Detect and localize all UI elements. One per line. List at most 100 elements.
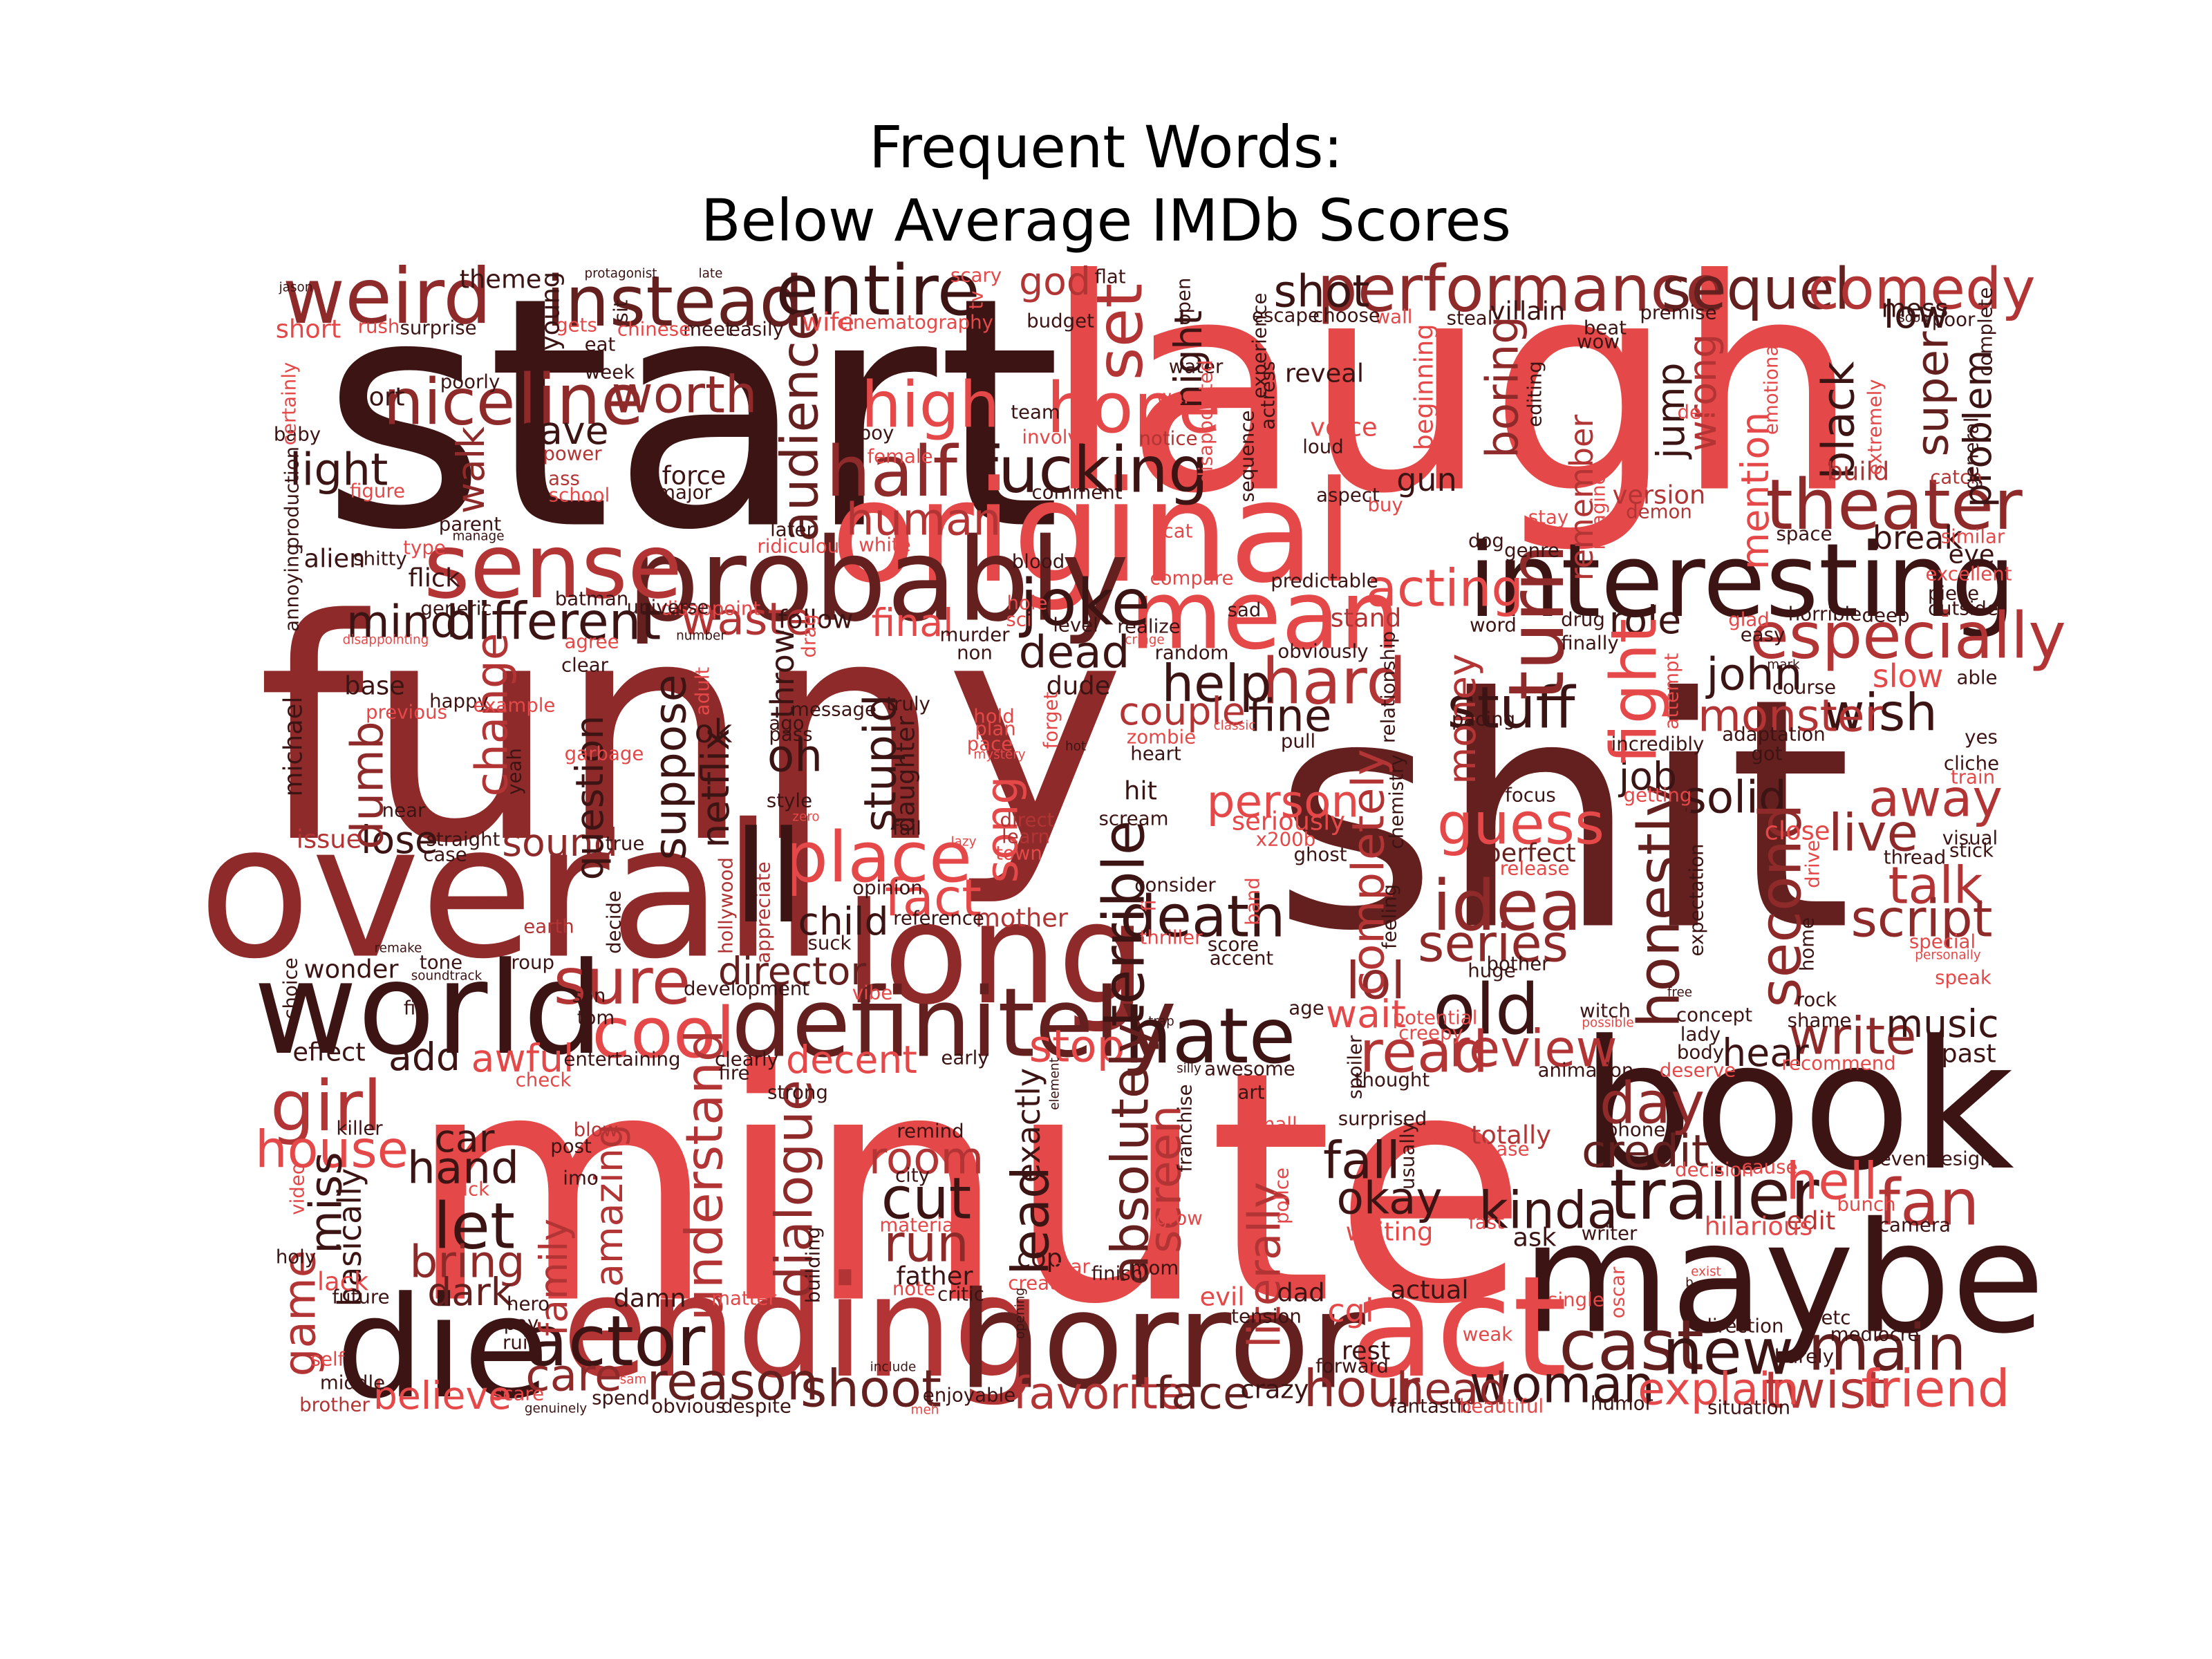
- word-sense: sense: [424, 515, 682, 619]
- word-young: young: [536, 272, 565, 350]
- word-situation: situation: [1707, 1396, 1790, 1419]
- word-team: team: [1011, 401, 1060, 424]
- word-probably: probably: [627, 514, 1130, 648]
- word-hole: hole: [1006, 592, 1047, 615]
- word-effect: effect: [292, 1038, 365, 1067]
- word-relationship: relationship: [1377, 631, 1400, 743]
- word-disappoint: disappoint: [661, 597, 761, 620]
- word-monster: monster: [1698, 691, 1883, 742]
- word-accent: accent: [1210, 947, 1274, 970]
- word-pay: pay: [504, 1312, 539, 1335]
- word-wow: wow: [1577, 330, 1620, 353]
- word-pace: pace: [967, 733, 1013, 756]
- word-amazing: amazing: [588, 1124, 632, 1287]
- word-exactly: exactly: [1010, 1068, 1047, 1183]
- word-score: score: [1208, 933, 1259, 956]
- word-scary: scary: [950, 264, 1002, 287]
- word-plan: plan: [975, 718, 1016, 740]
- word-black: black: [1813, 361, 1865, 480]
- word-special: special: [1909, 930, 1976, 953]
- word-hilarious: hilarious: [1705, 1212, 1813, 1241]
- word-friend: friend: [1861, 1360, 2009, 1419]
- word-weird: weird: [283, 253, 491, 341]
- word-previous: previous: [366, 701, 447, 724]
- word-genre: genre: [1504, 539, 1559, 562]
- word-basically: basically: [331, 1168, 368, 1306]
- word-book: book: [1580, 1002, 2014, 1210]
- word-decent: decent: [786, 1038, 917, 1082]
- word-learn: learn: [1002, 825, 1050, 848]
- word-budget: budget: [1027, 310, 1094, 332]
- word-video: video: [286, 1163, 309, 1215]
- word-age: age: [1288, 997, 1324, 1020]
- word-deserve: deserve: [1660, 1059, 1736, 1082]
- word-high: high: [861, 368, 1000, 442]
- word-adaptation: adaptation: [1722, 723, 1825, 746]
- word-completely: completely: [1343, 749, 1395, 996]
- word-zero: zero: [792, 810, 819, 825]
- word-imo: imo: [563, 1167, 598, 1190]
- word-fine: fine: [1248, 691, 1332, 742]
- word-hate: hate: [1124, 993, 1296, 1081]
- word-villain: villain: [1490, 297, 1566, 326]
- word-murder: murder: [939, 624, 1010, 646]
- word-ass: ass: [548, 467, 580, 490]
- word-type: type: [403, 536, 446, 559]
- word-nice: nice: [383, 366, 515, 440]
- word-yeah: yeah: [503, 748, 526, 795]
- word-strong: strong: [767, 1081, 828, 1104]
- word-adult: adult: [691, 667, 714, 716]
- word-chase: chase: [1474, 1138, 1530, 1161]
- word-cringe: cringe: [1125, 633, 1164, 648]
- word-poor: poor: [1932, 308, 1976, 331]
- word-minute: minute: [407, 1004, 1528, 1374]
- word-turn: turn: [1493, 544, 1582, 701]
- word-general: general: [1960, 418, 1983, 490]
- word-chemistry: chemistry: [1385, 754, 1408, 849]
- word-glad: glad: [1728, 608, 1770, 631]
- word-role: role: [1609, 599, 1682, 643]
- word-cinematography: cinematography: [837, 311, 993, 334]
- word-obvious: obvious: [651, 1395, 725, 1418]
- word-absolutely: absolutely: [1102, 1023, 1161, 1286]
- word-course: course: [1772, 676, 1836, 699]
- word-lazy: lazy: [951, 835, 977, 850]
- word-tension: tension: [1231, 1305, 1302, 1328]
- word-beautiful: beautiful: [1459, 1395, 1544, 1418]
- word-ending: ending: [562, 1246, 1042, 1409]
- word-happy: happy: [429, 690, 489, 713]
- word-game: game: [274, 1250, 326, 1377]
- word-generic: generic: [420, 597, 491, 620]
- word-despite: despite: [721, 1395, 791, 1418]
- word-break: break: [1873, 519, 1963, 556]
- word-wrong: wrong: [1681, 334, 1725, 451]
- word-lack: lack: [317, 1267, 369, 1297]
- word-meet: meet: [683, 318, 733, 341]
- word-mediocre: mediocre: [1830, 1323, 1920, 1346]
- word-base: base: [344, 671, 405, 701]
- word-suck: suck: [807, 932, 851, 955]
- word-baby: baby: [274, 423, 321, 446]
- word-funny: funny: [257, 555, 1125, 910]
- word-ghost: ghost: [1293, 843, 1347, 866]
- word-piece: piece: [1928, 582, 1979, 605]
- word-recommend: recommend: [1781, 1052, 1896, 1075]
- word-material: material: [879, 1214, 959, 1237]
- word-kinda: kinda: [1479, 1182, 1618, 1241]
- word-speak: speak: [1935, 966, 1991, 989]
- word-b: b: [1685, 1276, 1694, 1291]
- word-entertaining: entertaining: [563, 1048, 680, 1071]
- word-etc: etc: [1821, 1306, 1851, 1329]
- word-certainly: certainly: [278, 362, 301, 445]
- word-awful: awful: [471, 1037, 574, 1081]
- word-killer: killer: [336, 1117, 383, 1140]
- word-mother: mother: [975, 903, 1069, 933]
- word-brother: brother: [299, 1394, 370, 1416]
- word-lead: lead: [1002, 1166, 1061, 1275]
- word-fantastic: fantastic: [1389, 1395, 1472, 1418]
- word-hold: hold: [973, 705, 1015, 728]
- word-garbage: garbage: [565, 742, 644, 765]
- word-bother: bother: [1486, 953, 1550, 975]
- word-consider: consider: [1134, 874, 1216, 897]
- word-mom: mom: [1130, 1257, 1179, 1280]
